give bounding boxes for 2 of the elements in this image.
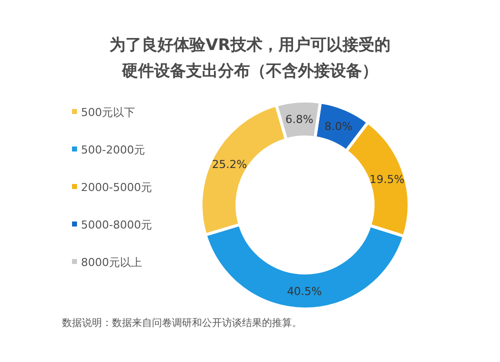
title: 为了良好体验VR技术，用户可以接受的硬件设备支出分布（不含外接设备） bbox=[110, 35, 390, 80]
annotation: 数据说明：数据来自问卷调研和公开访谈结果的推算。 bbox=[62, 318, 302, 329]
